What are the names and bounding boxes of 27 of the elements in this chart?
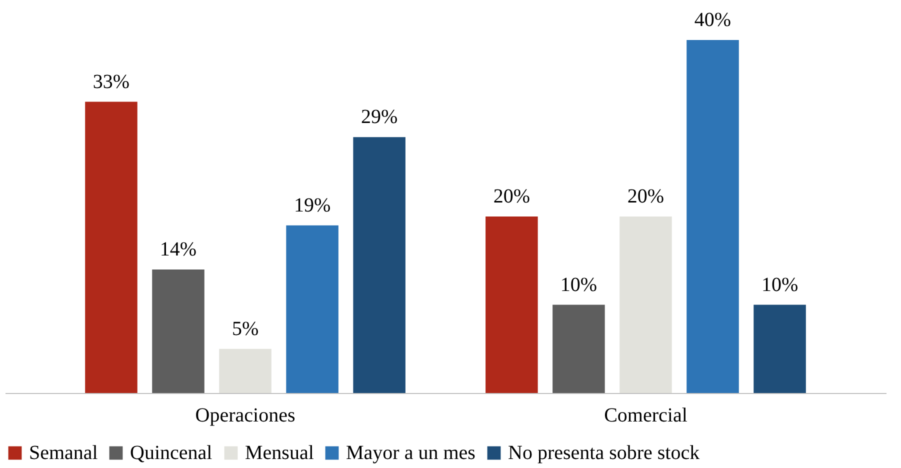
bar bbox=[353, 137, 406, 393]
legend-label: Mensual bbox=[245, 442, 314, 464]
bar bbox=[552, 304, 605, 393]
data-label: 14% bbox=[160, 238, 197, 260]
legend-label: Semanal bbox=[29, 442, 98, 464]
data-label: 10% bbox=[761, 274, 798, 296]
bar bbox=[620, 216, 672, 393]
data-label: 5% bbox=[232, 318, 259, 340]
data-label: 20% bbox=[493, 186, 530, 208]
data-label: 40% bbox=[694, 9, 732, 31]
data-label: 20% bbox=[627, 186, 664, 208]
x-tick-label: Operaciones bbox=[195, 404, 296, 426]
legend-label: Mayor a un mes bbox=[346, 442, 476, 464]
legend-label: Quincenal bbox=[130, 442, 213, 464]
bar bbox=[85, 102, 138, 393]
bar bbox=[754, 304, 806, 393]
bar bbox=[486, 216, 538, 393]
bar bbox=[152, 269, 204, 393]
data-label: 33% bbox=[92, 70, 130, 93]
data-label: 10% bbox=[560, 274, 598, 296]
bar bbox=[286, 225, 338, 393]
bar bbox=[219, 348, 272, 393]
legend-label: No presenta sobre stock bbox=[508, 442, 700, 464]
data-label: 19% bbox=[294, 194, 331, 216]
bar bbox=[686, 40, 739, 393]
x-tick-label: Comercial bbox=[604, 404, 688, 426]
data-label: 29% bbox=[360, 106, 398, 128]
